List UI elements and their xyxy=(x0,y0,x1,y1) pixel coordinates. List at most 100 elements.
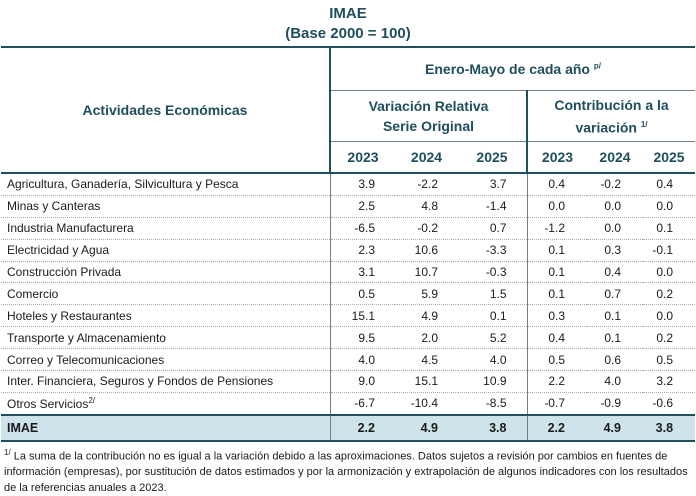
footnote: 1/ La suma de la contribución no es igua… xyxy=(0,442,696,496)
variation-cell: 9.0 xyxy=(329,370,395,393)
variation-cell: 10.7 xyxy=(395,261,458,284)
row-label-text: Inter. Financiera, Seguros y Fondos de P… xyxy=(7,374,274,389)
contribution-header-line2-text: variación xyxy=(575,119,637,136)
row-label: Hoteles y Restaurantes xyxy=(1,304,330,328)
row-label-text: Correo y Telecomunicaciones xyxy=(7,352,165,367)
contribution-cell: 0.1 xyxy=(643,217,696,240)
contribution-cell: 2.2 xyxy=(526,370,587,393)
row-label-text: Agricultura, Ganadería, Silvicultura y P… xyxy=(7,177,239,192)
variation-cell: -6.5 xyxy=(329,217,395,240)
variation-cell: 3.7 xyxy=(458,173,527,196)
row-label: Minas y Canteras xyxy=(1,195,330,218)
table-row: Transporte y Almacenamiento 9.5 2.0 5.2 0.4 0… xyxy=(1,326,696,350)
total-contribution-cell: 2.2 xyxy=(526,413,587,442)
table-row: Correo y Telecomunicaciones 4.0 4.5 4.0 0.5 0… xyxy=(1,348,696,372)
period-text: Enero-Mayo de cada año xyxy=(425,61,590,77)
variation-header-line2: Serie Original xyxy=(382,118,475,134)
contribution-cell: -0.7 xyxy=(526,392,587,416)
variation-header: Variación Relativa Serie Original xyxy=(329,90,527,142)
variation-cell: 2.0 xyxy=(395,326,458,350)
contribution-cell: 0.1 xyxy=(526,282,587,306)
title-block: IMAE (Base 2000 = 100) xyxy=(0,0,696,46)
row-label: Electricidad y Agua xyxy=(1,239,330,262)
year-header: 2024 xyxy=(599,149,631,165)
variation-cell: 9.5 xyxy=(329,326,395,350)
variation-cell: -3.3 xyxy=(458,239,527,262)
contribution-cell: -0.9 xyxy=(587,392,643,416)
variation-header-line1: Variación Relativa xyxy=(368,98,489,114)
contribution-cell: 0.3 xyxy=(587,239,643,262)
row-label: Inter. Financiera, Seguros y Fondos de P… xyxy=(1,370,330,393)
contribution-cell: -0.2 xyxy=(587,173,643,196)
contribution-cell: 4.0 xyxy=(587,370,643,393)
contribution-sup: 1/ xyxy=(640,119,648,129)
variation-cell: 15.1 xyxy=(329,304,395,328)
variation-cell: -1.4 xyxy=(458,195,527,218)
contribution-cell: 0.1 xyxy=(526,239,587,262)
contribution-cell: 0.0 xyxy=(526,195,587,218)
row-label-text: Otros Servicios xyxy=(7,396,89,411)
contribution-header: Contribución a la variación 1/ xyxy=(525,90,696,142)
period-sup: p/ xyxy=(593,61,601,71)
contribution-cell: 0.5 xyxy=(526,348,587,372)
variation-cell: -10.4 xyxy=(395,392,458,416)
variation-cell: -8.5 xyxy=(458,392,527,416)
variation-cell: 5.2 xyxy=(458,326,527,350)
contribution-cell: 0.2 xyxy=(643,282,696,306)
contribution-cell: 0.2 xyxy=(643,326,696,350)
contribution-cell: 0.3 xyxy=(526,304,587,328)
footnote-text: La suma de la contribución no es igual a… xyxy=(4,450,688,495)
total-variation-cell: 2.2 xyxy=(329,413,395,442)
table-row: Construcción Privada 3.1 10.7 -0.3 0.1 0.4 0.0 xyxy=(1,261,696,284)
row-label: Transporte y Almacenamiento xyxy=(1,326,330,350)
table-body: Agricultura, Ganadería, Silvicultura y P… xyxy=(1,173,696,442)
table-subtitle: (Base 2000 = 100) xyxy=(285,25,411,42)
table-row: Comercio 0.5 5.9 1.5 0.1 0.7 0.2 xyxy=(1,282,696,306)
variation-cell: 2.5 xyxy=(329,195,395,218)
row-label-text: Minas y Canteras xyxy=(7,199,101,214)
contribution-cell: 0.0 xyxy=(643,304,696,328)
contribution-cell: 0.0 xyxy=(643,195,696,218)
variation-cell: 4.9 xyxy=(395,304,458,328)
variation-cell: 4.8 xyxy=(395,195,458,218)
year-header: 2025 xyxy=(653,149,685,165)
contribution-cell: 0.4 xyxy=(587,261,643,284)
variation-cell: 0.1 xyxy=(458,304,527,328)
row-label-text: Hoteles y Restaurantes xyxy=(7,308,132,323)
contribution-cell: 0.7 xyxy=(587,282,643,306)
contribution-cell: 0.1 xyxy=(587,304,643,328)
year-header: 2023 xyxy=(526,141,587,173)
row-label: Otros Servicios2/ xyxy=(1,392,330,416)
contribution-header-line1: Contribución a la xyxy=(554,96,669,113)
variation-cell: 2.3 xyxy=(329,239,395,262)
contribution-cell: 0.0 xyxy=(587,195,643,218)
variation-cell: -2.2 xyxy=(395,173,458,196)
total-row: IMAE 2.2 4.9 3.8 2.2 4.9 3.8 xyxy=(1,413,696,442)
variation-cell: 15.1 xyxy=(395,370,458,393)
total-variation-cell: 4.9 xyxy=(395,413,458,442)
contribution-cell: -0.1 xyxy=(643,239,696,262)
variation-cell: 1.5 xyxy=(458,282,527,306)
table-row: Agricultura, Ganadería, Silvicultura y P… xyxy=(1,173,696,196)
row-label: Correo y Telecomunicaciones xyxy=(1,348,330,372)
contribution-cell: 0.5 xyxy=(643,348,696,372)
variation-cell: 3.1 xyxy=(329,261,395,284)
contribution-cell: 3.2 xyxy=(643,370,696,393)
variation-cell: 5.9 xyxy=(395,282,458,306)
table-row: Inter. Financiera, Seguros y Fondos de P… xyxy=(1,370,696,393)
year-header: 2023 xyxy=(329,141,395,173)
imae-table: Actividades Económicas Enero-Mayo de cad… xyxy=(1,46,696,442)
row-label-header: Actividades Económicas xyxy=(1,47,330,174)
contribution-cell: 0.1 xyxy=(526,261,587,284)
row-label: Construcción Privada xyxy=(1,261,330,284)
total-label: IMAE xyxy=(1,413,330,442)
variation-cell: 3.9 xyxy=(329,173,395,196)
footnote-sup: 1/ xyxy=(4,447,11,457)
contribution-header-line2: variación 1/ xyxy=(528,115,695,138)
table-row: Otros Servicios2/-6.7 -10.4 -8.5 -0.7 -0.9 -0… xyxy=(1,392,696,416)
contribution-cell: -0.6 xyxy=(643,392,696,416)
row-label-text: Transporte y Almacenamiento xyxy=(7,330,166,345)
row-label-sup: 2/ xyxy=(88,395,96,405)
contribution-cell: 0.0 xyxy=(643,261,696,284)
